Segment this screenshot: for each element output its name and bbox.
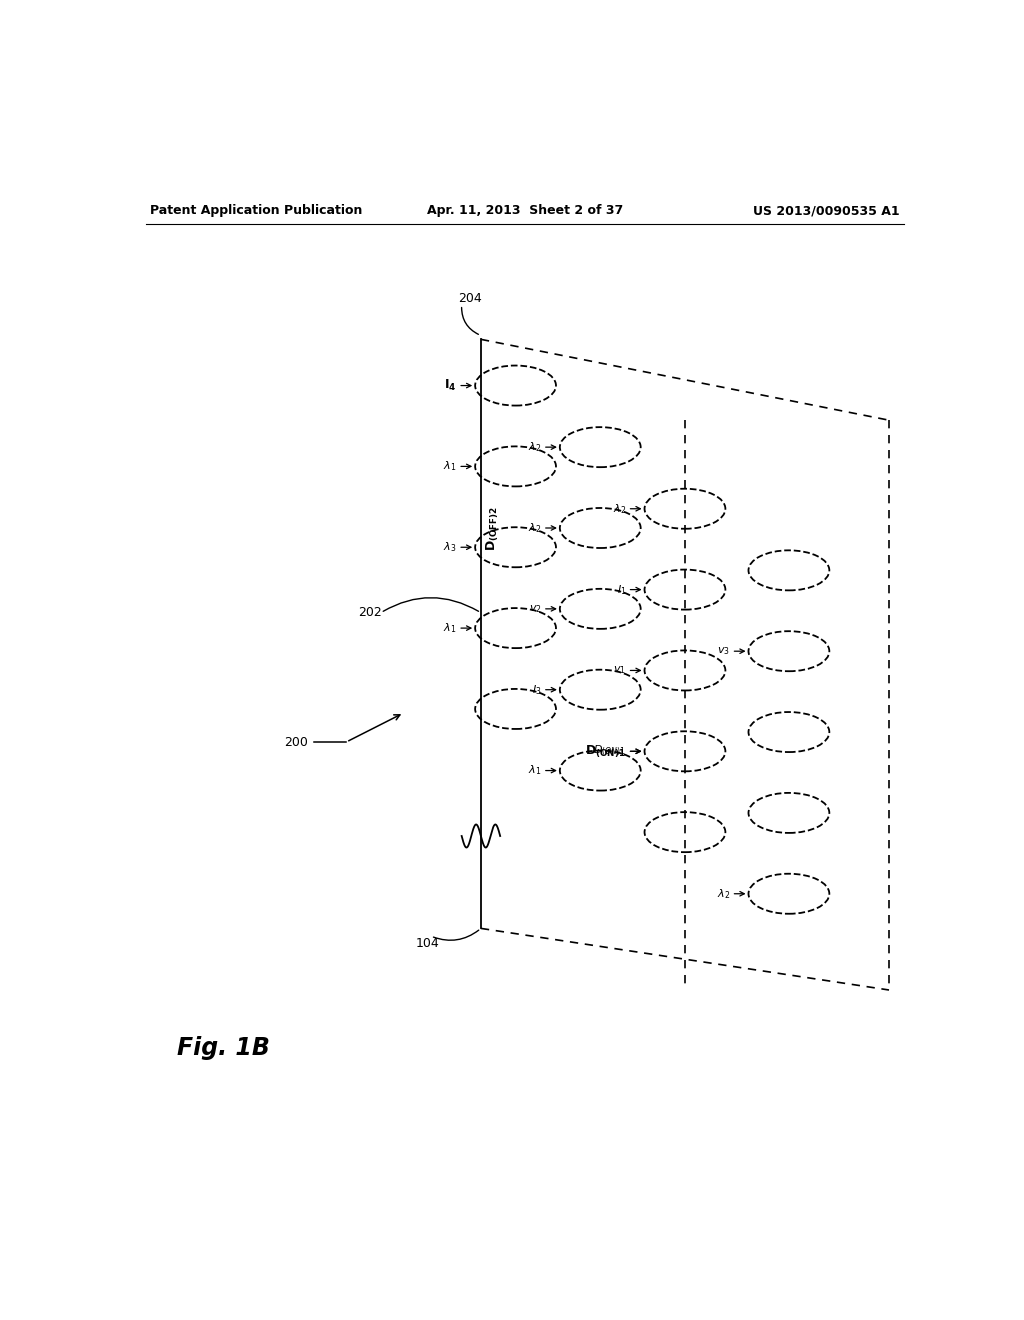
- Text: $\lambda_1$: $\lambda_1$: [443, 622, 457, 635]
- Text: $D_{(ON)1}$: $D_{(ON)1}$: [593, 744, 626, 759]
- Text: $I_3$: $I_3$: [531, 682, 542, 697]
- Text: $\lambda_2$: $\lambda_2$: [528, 441, 542, 454]
- Text: $\lambda_1$: $\lambda_1$: [528, 764, 542, 777]
- Text: US 2013/0090535 A1: US 2013/0090535 A1: [754, 205, 900, 218]
- Text: $\mathbf{I_4}$: $\mathbf{I_4}$: [444, 378, 457, 393]
- Text: Fig. 1B: Fig. 1B: [177, 1036, 269, 1060]
- Text: $v_3$: $v_3$: [717, 645, 730, 657]
- Text: $\lambda_2$: $\lambda_2$: [717, 887, 730, 900]
- Text: $v_2$: $v_2$: [528, 603, 542, 615]
- Text: $\lambda_3$: $\lambda_3$: [443, 540, 457, 554]
- Text: Patent Application Publication: Patent Application Publication: [150, 205, 362, 218]
- Text: $\lambda_2$: $\lambda_2$: [528, 521, 542, 535]
- Text: $v_1$: $v_1$: [613, 664, 626, 676]
- Text: 200: 200: [284, 735, 307, 748]
- Text: $I_1$: $I_1$: [616, 582, 626, 597]
- Text: Apr. 11, 2013  Sheet 2 of 37: Apr. 11, 2013 Sheet 2 of 37: [427, 205, 623, 218]
- Text: $\lambda_1$: $\lambda_1$: [443, 459, 457, 474]
- Text: $\mathbf{D_{(ON)1}}$: $\mathbf{D_{(ON)1}}$: [586, 743, 626, 759]
- Text: 104: 104: [416, 937, 439, 950]
- Text: 204: 204: [458, 292, 481, 305]
- Text: 202: 202: [357, 606, 382, 619]
- Text: $\lambda_2$: $\lambda_2$: [612, 502, 626, 516]
- Text: $\mathbf{D_{(OFF)2}}$: $\mathbf{D_{(OFF)2}}$: [484, 506, 501, 550]
